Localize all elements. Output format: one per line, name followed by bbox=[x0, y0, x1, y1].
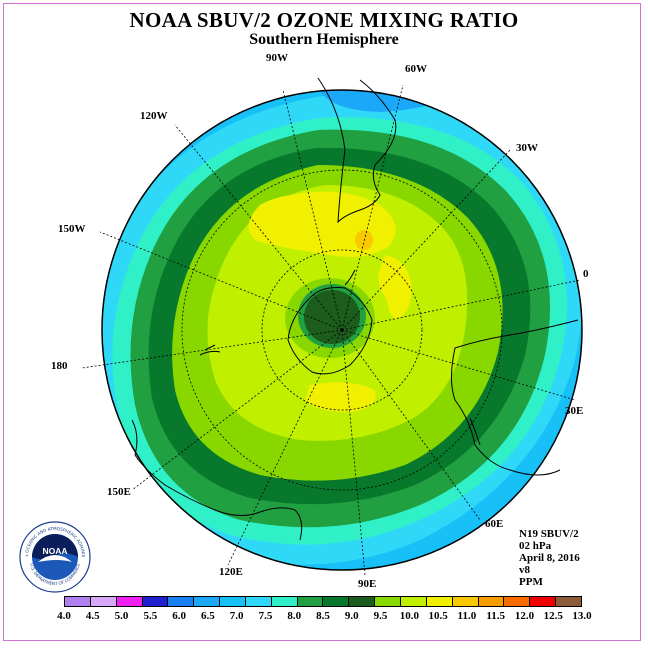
colorbar-cell bbox=[504, 597, 531, 606]
colorbar-cell bbox=[478, 597, 505, 606]
colorbar-ticks: 4.0 4.5 5.0 5.5 6.0 6.5 7.0 7.5 8.0 8.5 9.0 9.5 10.0… bbox=[0, 610, 648, 624]
colorbar-tick-label: 13.0 bbox=[572, 610, 592, 622]
colorbar-cell bbox=[426, 597, 453, 606]
colorbar-cell bbox=[116, 597, 143, 606]
colorbar-tick-label: 8.0 bbox=[287, 610, 302, 622]
antarctica-coast bbox=[287, 287, 373, 375]
colorbar-tick-label: 5.5 bbox=[143, 610, 158, 622]
page-subtitle: Southern Hemisphere bbox=[249, 31, 399, 48]
colorbar-tick-label: 6.5 bbox=[201, 610, 215, 622]
colorbar-tick-label: 12.5 bbox=[543, 610, 563, 622]
pole-minimum bbox=[304, 290, 360, 344]
colorbar-tick-label: 4.0 bbox=[57, 610, 71, 622]
page-title: NOAA SBUV/2 OZONE MIXING RATIO bbox=[129, 8, 519, 32]
colorbar-cell bbox=[194, 597, 221, 606]
colorbar-cell bbox=[556, 597, 581, 606]
colorbar-cell bbox=[375, 597, 401, 606]
colorbar-tick-label: 7.0 bbox=[229, 610, 244, 622]
coastlines bbox=[131, 77, 579, 541]
ozone-contours bbox=[102, 90, 582, 570]
pressure-level-label: 02 hPa bbox=[519, 540, 552, 552]
colorbar-cell bbox=[452, 597, 479, 606]
colorbar-cell bbox=[323, 597, 350, 606]
colorbar-tick-label: 9.5 bbox=[373, 610, 388, 622]
noaa-logo: NATIONAL OCEANIC AND ATMOSPHERIC ADMINIS… bbox=[18, 520, 91, 593]
colorbar-tick-label: 12.0 bbox=[514, 610, 535, 622]
south-america-coast bbox=[317, 77, 397, 224]
colorbar-cell bbox=[400, 597, 427, 606]
graticule bbox=[81, 84, 581, 576]
colorbar-cell bbox=[90, 597, 117, 606]
units-label: PPM bbox=[519, 576, 543, 588]
version-label: v8 bbox=[519, 564, 530, 576]
colorbar-tick-label: 10.5 bbox=[428, 610, 448, 622]
colorbar-tick-label: 4.5 bbox=[85, 610, 100, 622]
colorbar-tick-label: 9.0 bbox=[344, 610, 359, 622]
colorbar-cell bbox=[245, 597, 272, 606]
colorbar-cell bbox=[530, 597, 557, 606]
logo-text: NOAA bbox=[42, 546, 67, 556]
africa-coast bbox=[451, 319, 579, 476]
colorbar-tick-label: 11.0 bbox=[457, 610, 477, 622]
lon-150e: 150E bbox=[107, 486, 131, 498]
product-info: N19 SBUV/2 02 hPa April 8, 2016 v8 PPM bbox=[519, 528, 580, 588]
lon-150w: 150W bbox=[58, 223, 86, 235]
colorbar-tick-label: 10.0 bbox=[399, 610, 419, 622]
lon-120e: 120E bbox=[219, 566, 243, 578]
colorbar-tick-label: 5.0 bbox=[114, 610, 129, 622]
colorbar-cell bbox=[220, 597, 246, 606]
colorbar-tick-label: 6.0 bbox=[172, 610, 186, 622]
colorbar-cell bbox=[349, 597, 376, 606]
lon-60e: 60E bbox=[485, 518, 504, 530]
lon-120w: 120W bbox=[140, 110, 168, 122]
map-boundary bbox=[101, 89, 583, 571]
lon-180: 180 bbox=[51, 360, 68, 372]
colorbar-cell bbox=[142, 597, 169, 606]
satellite-label: N19 SBUV/2 bbox=[519, 528, 579, 540]
lon-30w: 30W bbox=[516, 142, 538, 154]
colorbar-tick-label: 7.5 bbox=[258, 610, 273, 622]
colorbar-cell bbox=[297, 597, 324, 606]
lon-90w: 90W bbox=[266, 52, 288, 64]
colorbar-cell bbox=[168, 597, 195, 606]
lon-90e: 90E bbox=[358, 578, 377, 590]
colorbar-cell bbox=[65, 597, 91, 606]
date-label: April 8, 2016 bbox=[519, 552, 580, 564]
colorbar-tick-label: 11.5 bbox=[486, 610, 505, 622]
australia-coast bbox=[131, 419, 303, 541]
colorbar bbox=[64, 596, 582, 607]
lon-0: 0 bbox=[583, 268, 589, 280]
colorbar-tick-label: 8.5 bbox=[316, 610, 330, 622]
colorbar-cell bbox=[271, 597, 298, 606]
figure-frame bbox=[3, 3, 641, 641]
lon-30e: 30E bbox=[565, 405, 584, 417]
lon-60w: 60W bbox=[405, 63, 427, 75]
